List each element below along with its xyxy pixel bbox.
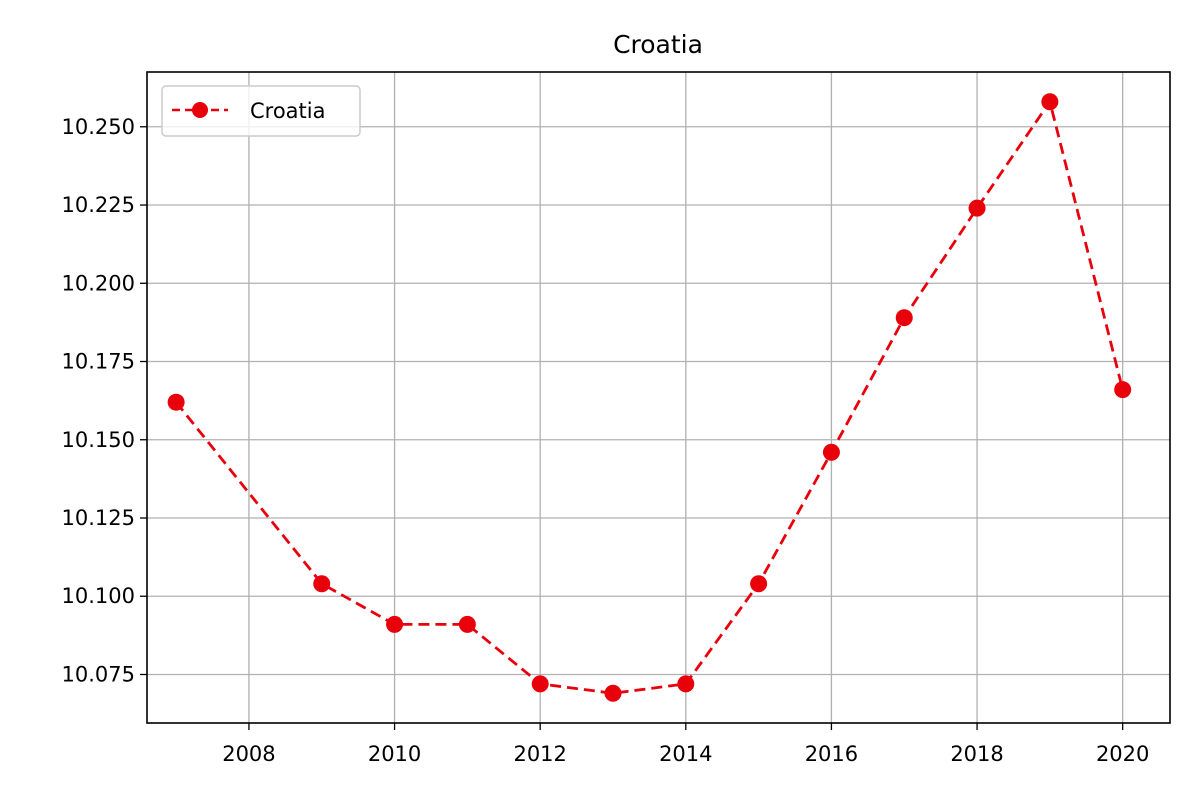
y-tick-label: 10.150 (62, 428, 135, 452)
data-point (895, 309, 913, 327)
x-tick-label: 2014 (659, 742, 712, 766)
data-point (458, 615, 476, 633)
y-tick-label: 10.250 (62, 115, 135, 139)
axis-layer: 2008 2010 2012 2014 2016 2018 2020 10.075 10.100… (62, 115, 1150, 766)
plot-frame (146, 71, 1171, 724)
y-tick-label: 10.200 (62, 271, 135, 295)
chart-title: Croatia (613, 30, 703, 59)
data-point (167, 393, 185, 411)
x-tick-label: 2020 (1096, 742, 1149, 766)
x-tick-label: 2008 (222, 742, 275, 766)
data-point (386, 615, 404, 633)
y-tick-label: 10.175 (62, 350, 135, 374)
y-tick-label: 10.075 (62, 662, 135, 686)
data-point (750, 575, 768, 593)
data-point (677, 675, 695, 693)
x-tick-label: 2016 (805, 742, 858, 766)
y-tick-label: 10.100 (62, 584, 135, 608)
data-point (1041, 93, 1059, 111)
data-point (313, 575, 331, 593)
data-point (604, 684, 622, 702)
x-tick-label: 2018 (950, 742, 1003, 766)
data-point (531, 675, 549, 693)
x-tick-label: 2010 (368, 742, 421, 766)
y-tick-label: 10.125 (62, 506, 135, 530)
data-point (968, 199, 986, 217)
legend-frame (161, 85, 361, 137)
series-layer (167, 93, 1132, 702)
y-tick-label: 10.225 (62, 193, 135, 217)
legend-marker-swatch (192, 102, 208, 118)
grid-layer (147, 72, 1170, 723)
data-point (1114, 381, 1132, 399)
legend-label: Croatia (250, 99, 326, 123)
legend: Croatia (161, 85, 361, 137)
data-point (822, 443, 840, 461)
x-tick-label: 2012 (513, 742, 566, 766)
